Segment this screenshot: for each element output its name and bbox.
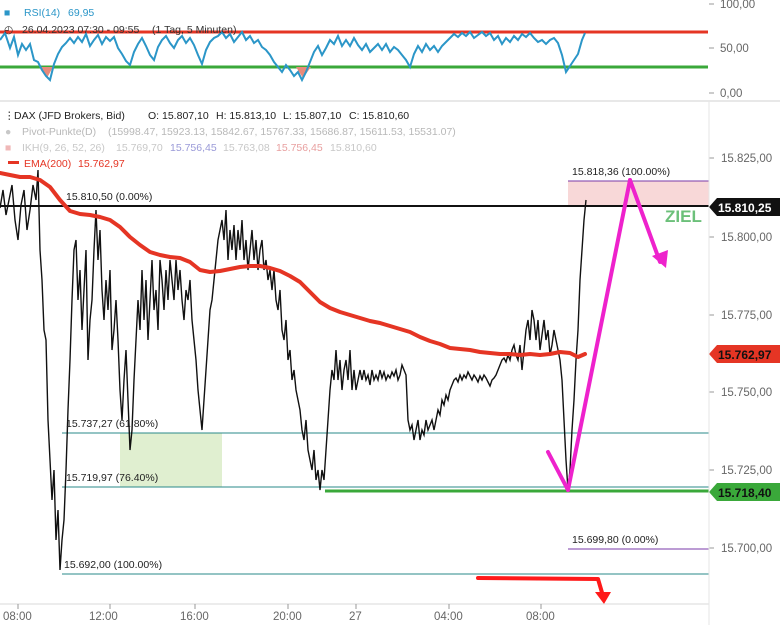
time-tick-label: 20:00 bbox=[273, 611, 302, 623]
rsi-indicator-icon[interactable]: ■ bbox=[4, 7, 10, 19]
support-price-badge bbox=[709, 483, 780, 501]
time-tick-label: 08:00 bbox=[526, 611, 555, 623]
ema-price-text: 15.762,97 bbox=[718, 348, 772, 362]
price-tick: 15.700,00 bbox=[721, 543, 772, 555]
instrument-label[interactable]: DAX (JFD Brokers, Bid) bbox=[14, 110, 125, 122]
rsi-line bbox=[0, 30, 586, 83]
up-arrow-stroke bbox=[566, 178, 632, 492]
price-tick: 15.725,00 bbox=[721, 465, 772, 477]
time-axis: 08:00 12:00 16:00 20:00 27 04:00 08:00 bbox=[0, 603, 709, 623]
price-series bbox=[0, 169, 587, 571]
ikh-icon: ■ bbox=[5, 142, 11, 154]
ikh-value-1: 15.769,70 bbox=[116, 142, 163, 154]
rsi-tick-50: 50,00 bbox=[720, 43, 749, 55]
pivot-label[interactable]: Pivot-Punkte(D) bbox=[22, 126, 96, 138]
target-base-label: 15.699,80 (0.00%) bbox=[572, 534, 658, 546]
price-tick: 15.825,00 bbox=[721, 153, 772, 165]
down-arrow-stroke bbox=[546, 450, 570, 492]
price-tick: 15.800,00 bbox=[721, 232, 772, 244]
rsi-tick-0: 0,00 bbox=[720, 88, 742, 100]
ema-price-badge bbox=[709, 345, 780, 363]
support-price-text: 15.718,40 bbox=[718, 486, 772, 500]
last-price-text: 15.810,25 bbox=[718, 201, 772, 215]
rsi-oversold-fill bbox=[40, 67, 53, 78]
price-tick: 15.775,00 bbox=[721, 310, 772, 322]
red-arrow-stroke bbox=[476, 576, 605, 598]
fib-618-label: 15.737,27 (61.80%) bbox=[66, 418, 158, 430]
fib-zone bbox=[120, 433, 222, 487]
pivot-icon: ● bbox=[5, 126, 11, 138]
pivot-values: (15998.47, 15923.13, 15842.67, 15767.33,… bbox=[108, 126, 456, 138]
ikh-label[interactable]: IKH(9, 26, 52, 26) bbox=[22, 142, 105, 154]
ikh-value-2: 15.756,45 bbox=[170, 142, 217, 154]
ikh-value-4: 15.756,45 bbox=[276, 142, 323, 154]
rsi-value: 69,95 bbox=[68, 7, 94, 19]
ema-200-line bbox=[0, 171, 587, 359]
red-arrowhead-icon bbox=[595, 592, 611, 604]
time-tick-label: 04:00 bbox=[434, 611, 463, 623]
rsi-tick-100: 100,00 bbox=[720, 0, 755, 11]
price-axis: 15.825,00 15.800,00 15.775,00 15.750,00 … bbox=[709, 153, 780, 555]
time-tick-label: 08:00 bbox=[3, 611, 32, 623]
rsi-panel: ■ RSI(14) 69,95 ◴ 26.04.2023 07:30 - 09:… bbox=[0, 0, 780, 102]
rsi-range-text: 26.04.2023 07:30 - 09:55 bbox=[22, 24, 140, 36]
price-tick: 15.750,00 bbox=[721, 387, 772, 399]
ikh-value-5: 15.810,60 bbox=[330, 142, 377, 154]
time-tick-label: 12:00 bbox=[89, 611, 118, 623]
ema-value: 15.762,97 bbox=[78, 158, 125, 170]
last-price-badge bbox=[709, 198, 780, 216]
ohlc-high: H: 15.813,10 bbox=[216, 110, 276, 122]
red-down-arrow bbox=[476, 576, 611, 604]
down-turn-stroke bbox=[628, 178, 662, 264]
target-box-label: 15.818,36 (100.00%) bbox=[572, 166, 670, 178]
rsi-label[interactable]: RSI(14) bbox=[24, 7, 60, 19]
ohlc-low: L: 15.807,10 bbox=[283, 110, 342, 122]
price-panel: ZIEL 15.810,50 (0.00%) 15.737,27 (61.80%… bbox=[0, 101, 780, 625]
clock-icon: ◴ bbox=[4, 24, 13, 36]
time-tick-label: 27 bbox=[349, 611, 362, 623]
ema-label[interactable]: EMA(200) bbox=[24, 158, 71, 170]
fib-0-label: 15.810,50 (0.00%) bbox=[66, 191, 152, 203]
fib-100-label: 15.692,00 (100.00%) bbox=[64, 559, 162, 571]
arrowhead-icon bbox=[652, 250, 668, 268]
ohlc-close: C: 15.810,60 bbox=[349, 110, 409, 122]
ema-legend-swatch bbox=[8, 161, 19, 164]
header-marker-icon: ⋮ bbox=[4, 110, 15, 122]
forecast-arrows bbox=[546, 178, 668, 492]
rsi-period-text: (1 Tag, 5 Minuten) bbox=[152, 24, 236, 36]
time-tick-label: 16:00 bbox=[180, 611, 209, 623]
fib-764-label: 15.719,97 (76.40%) bbox=[66, 472, 158, 484]
ikh-value-3: 15.763,08 bbox=[223, 142, 270, 154]
ohlc-open: O: 15.807,10 bbox=[148, 110, 209, 122]
ziel-label: ZIEL bbox=[665, 207, 702, 226]
